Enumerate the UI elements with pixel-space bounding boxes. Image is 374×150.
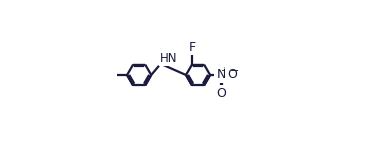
Text: N: N bbox=[216, 69, 226, 81]
Text: −: − bbox=[230, 66, 239, 76]
Text: +: + bbox=[220, 66, 228, 76]
Text: O: O bbox=[216, 87, 226, 100]
Text: HN: HN bbox=[160, 52, 177, 65]
Text: O: O bbox=[227, 69, 237, 81]
Text: F: F bbox=[188, 40, 196, 54]
